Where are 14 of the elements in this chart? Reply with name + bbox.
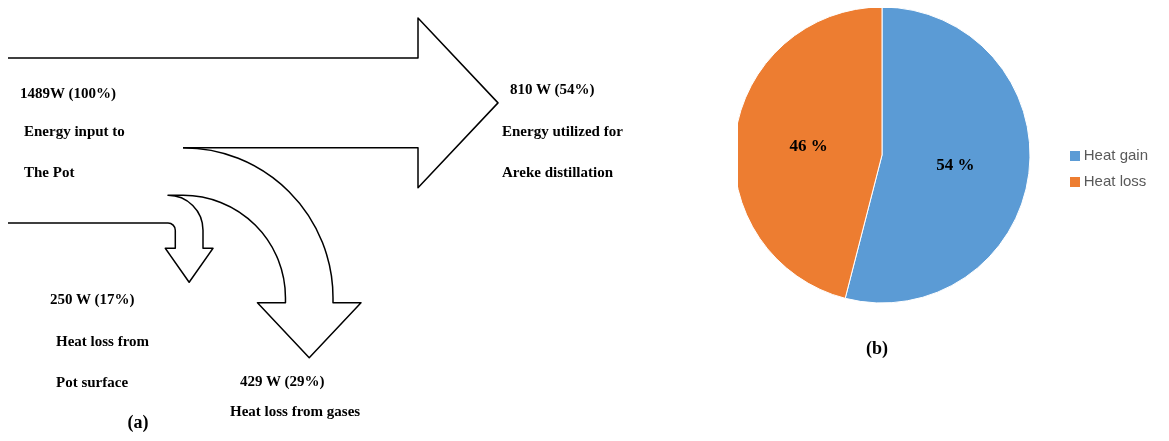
data-label: 54 % xyxy=(936,154,975,174)
text: (b) xyxy=(865,338,889,359)
data-label: 810 W (54%) xyxy=(510,81,595,98)
legend-label: Heat gain xyxy=(1083,146,1148,163)
data-label: 1489W (100%) xyxy=(20,85,116,102)
text: (a) xyxy=(127,412,149,433)
category-label: Heat loss from Pot surface xyxy=(56,333,150,390)
category-label: Heat loss from gases xyxy=(230,403,361,419)
legend-label: Heat loss xyxy=(1083,172,1147,189)
data-label: 429 W (29%) xyxy=(240,373,325,390)
data-label: 46 % xyxy=(789,136,828,156)
category-label: Energy input to The Pot xyxy=(24,123,125,180)
data-label: 250 W (17%) xyxy=(50,291,135,308)
category-label: Energy utilized for Areke distillation xyxy=(502,123,623,180)
